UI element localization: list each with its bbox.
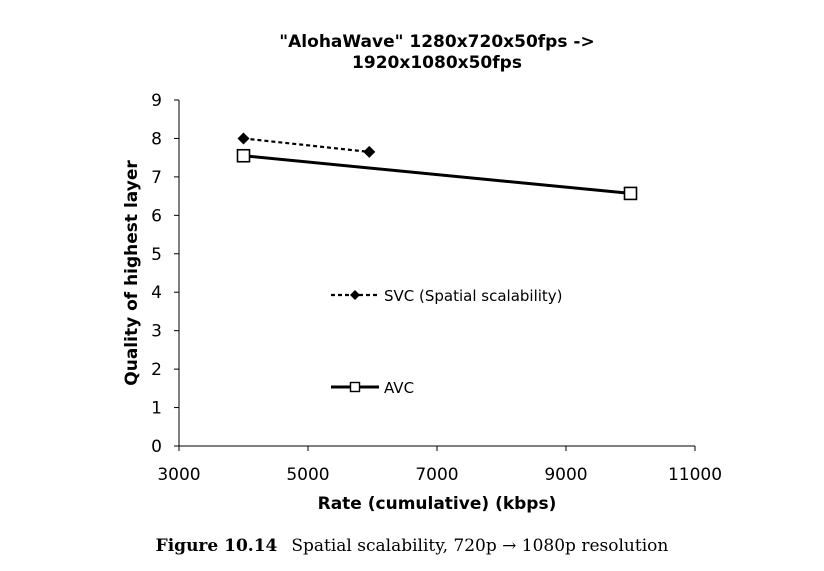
y-tick-label: 7 [151,168,162,188]
legend-marker [349,381,361,393]
y-tick-label: 9 [151,91,162,111]
y-tick-label: 6 [151,206,162,226]
y-tick-label: 0 [151,437,162,457]
y-axis-ticks: 0 1 2 3 4 5 6 7 8 9 [151,91,179,457]
x-tick-label: 5000 [286,465,329,485]
x-axis-ticks: 3000 5000 7000 9000 11000 [157,446,722,485]
series-avc [236,148,638,201]
chart-title-line-1: "AlohaWave" 1280x720x50fps -> [279,32,594,52]
figure-caption-text: Spatial scalability, 720p → 1080p resolu… [291,536,669,556]
x-tick-label: 11000 [668,465,722,485]
legend: SVC (Spatial scalability) AVC [331,287,563,397]
data-point [236,148,251,163]
y-axis-label: Quality of highest layer [122,160,142,386]
figure-label: Figure 10.14 [155,536,278,556]
series-svc [237,132,376,158]
chart-title: "AlohaWave" 1280x720x50fps -> 1920x1080x… [279,32,594,73]
x-tick-label: 9000 [544,465,587,485]
y-tick-label: 8 [151,129,162,149]
chart-title-line-2: 1920x1080x50fps [352,53,522,73]
series-line [243,154,631,195]
y-tick-label: 5 [151,245,162,265]
axes [178,100,695,447]
figure-caption: Figure 10.14 Spatial scalability, 720p → … [0,536,824,556]
series-line [243,137,370,153]
legend-item: SVC (Spatial scalability) [331,287,563,305]
x-tick-label: 7000 [415,465,458,485]
chart: "AlohaWave" 1280x720x50fps -> 1920x1080x… [122,32,722,514]
data-point [623,186,638,201]
data-point [363,145,376,158]
x-axis-label: Rate (cumulative) (kbps) [318,494,557,514]
legend-item: AVC [331,379,414,397]
legend-label: AVC [384,379,414,397]
y-tick-label: 3 [151,322,162,342]
x-tick-label: 3000 [157,465,200,485]
y-tick-label: 4 [151,283,162,303]
series-layer [236,132,638,201]
data-point [237,132,250,145]
legend-label: SVC (Spatial scalability) [384,287,563,305]
y-tick-label: 1 [151,399,162,419]
y-tick-label: 2 [151,360,162,380]
legend-marker [350,290,360,300]
